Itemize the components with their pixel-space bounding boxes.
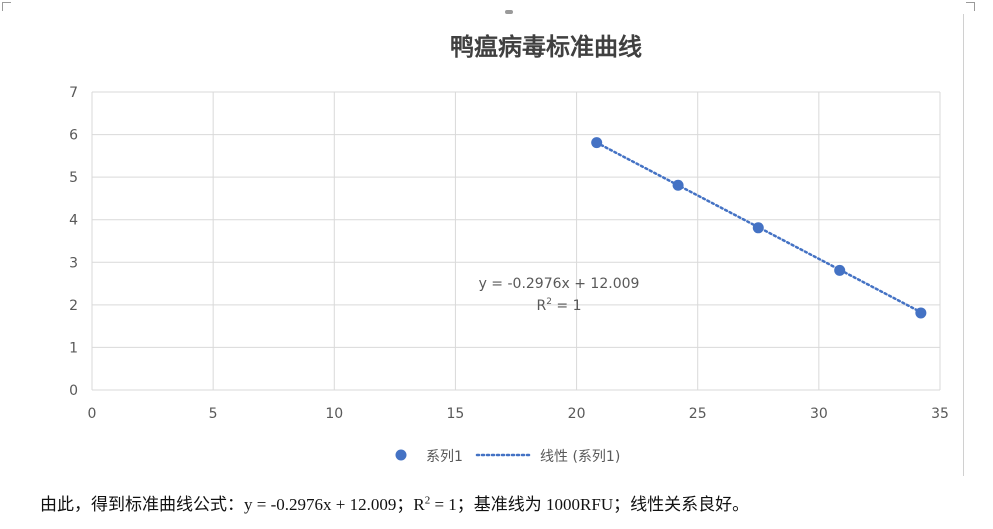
caption-text: 由此，得到标准曲线公式：y = -0.2976x + 12.009；R2 = 1…: [40, 490, 980, 515]
caption-superscript: 2: [424, 494, 431, 507]
data-point: [834, 264, 846, 276]
legend-label-trendline: 线性 (系列1): [540, 449, 620, 465]
y-tick-label: 3: [69, 255, 78, 271]
caption-part1: 由此，得到标准曲线公式：y = -0.2976x + 12.009；R: [40, 495, 425, 514]
y-tick-label: 2: [69, 298, 78, 314]
y-tick-label: 1: [69, 340, 78, 356]
chart-edge-line: [963, 14, 964, 476]
y-tick-label: 6: [69, 128, 78, 144]
chart-area: 鸭瘟病毒标准曲线 0 5 10 15 20 25 30 35 0 1 2 3 4 5 6 7 y = -0.297…: [2, 2, 975, 476]
x-tick-label: 15: [447, 406, 465, 422]
y-tick-label: 5: [69, 170, 78, 186]
x-tick-label: 0: [88, 406, 97, 422]
selection-handle: [505, 10, 513, 14]
legend-label-series: 系列1: [426, 449, 463, 465]
corner-mark: [966, 2, 975, 11]
r-squared-label: R2 = 1: [536, 297, 581, 314]
caption-part2: = 1；基准线为 1000RFU；线性关系良好。: [430, 495, 750, 514]
chart-title: 鸭瘟病毒标准曲线: [450, 33, 642, 61]
x-tick-label: 25: [689, 406, 707, 422]
x-tick-label: 30: [810, 406, 828, 422]
x-tick-label: 20: [568, 406, 586, 422]
data-point: [752, 222, 764, 234]
trendline-equation: y = -0.2976x + 12.009: [479, 276, 640, 292]
corner-mark: [2, 2, 11, 11]
x-tick-label: 5: [209, 406, 218, 422]
chart-svg: 鸭瘟病毒标准曲线 0 5 10 15 20 25 30 35 0 1 2 3 4 5 6 7 y = -0.297…: [69, 33, 949, 465]
data-point: [672, 179, 684, 191]
data-point: [915, 307, 927, 319]
data-point: [591, 137, 603, 149]
x-tick-label: 10: [325, 406, 343, 422]
x-tick-label: 35: [931, 406, 949, 422]
y-tick-label: 4: [69, 213, 78, 229]
y-tick-label: 7: [69, 85, 78, 101]
y-tick-label: 0: [69, 383, 78, 399]
legend-marker-series: [395, 449, 407, 461]
